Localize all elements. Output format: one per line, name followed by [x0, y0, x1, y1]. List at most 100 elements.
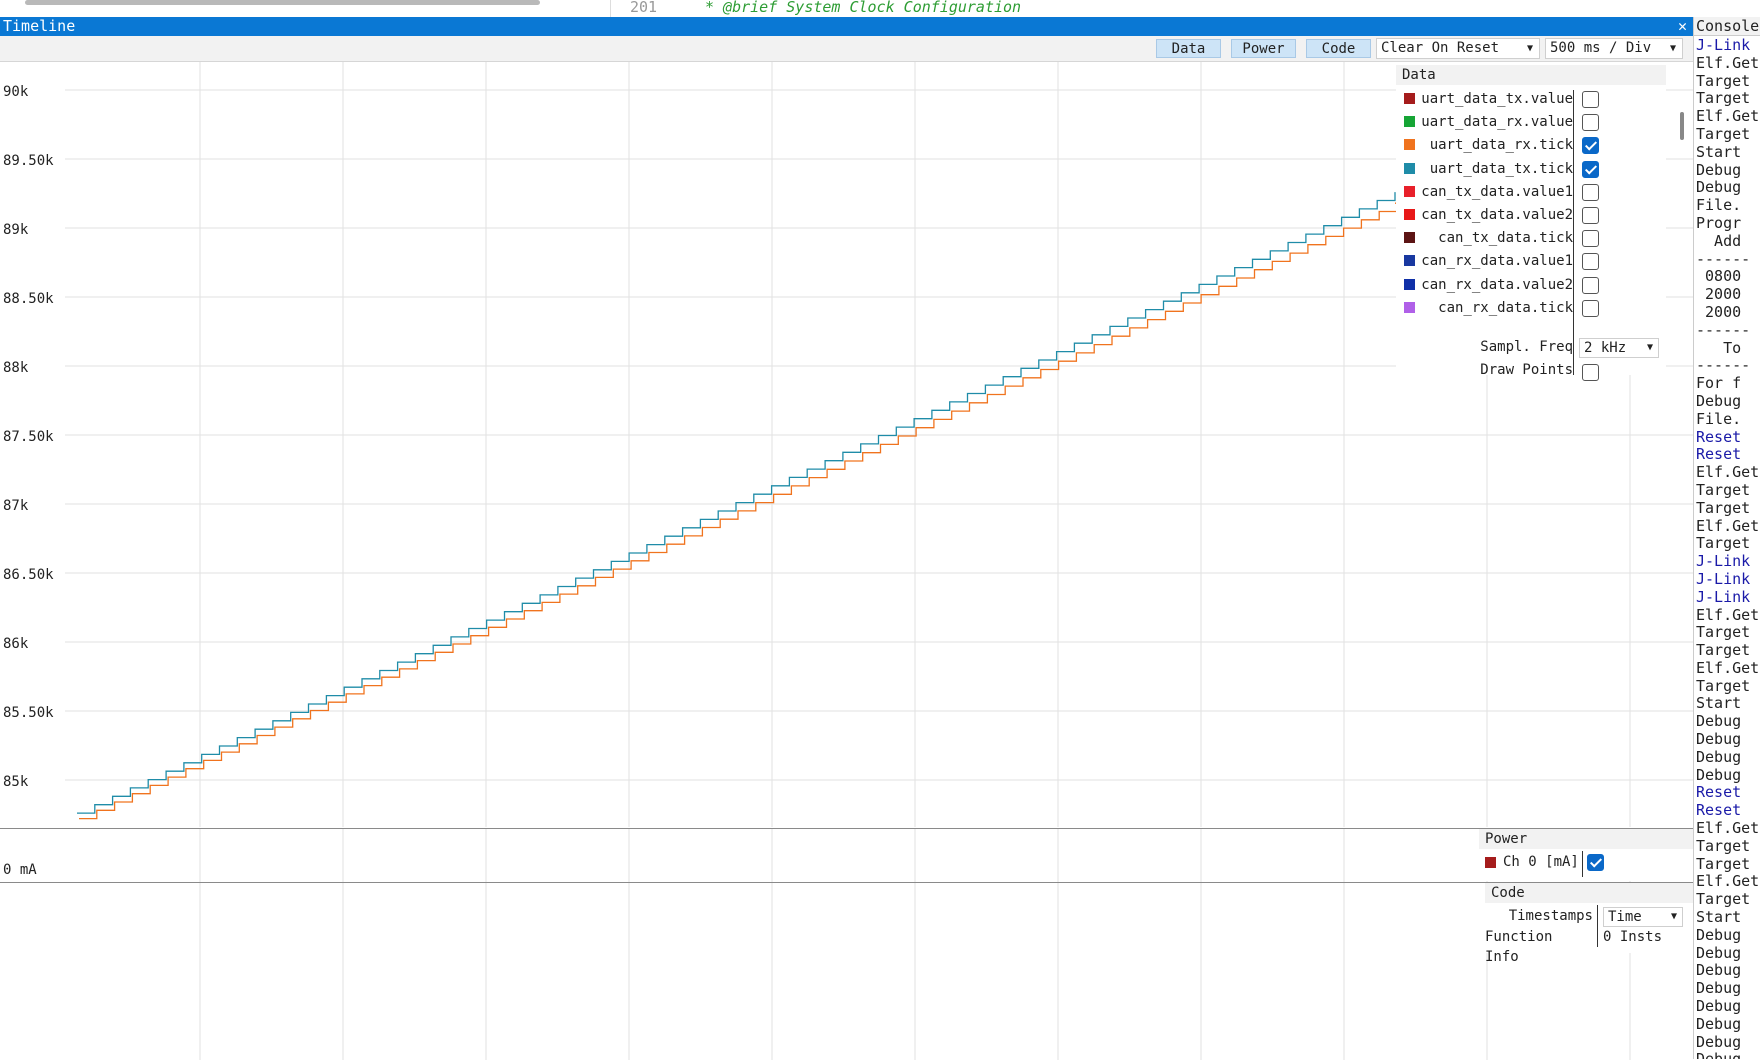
series-visibility-checkbox[interactable]: [1582, 207, 1599, 224]
console-line: J-Link: [1696, 587, 1751, 606]
sampl-freq-value: 2 kHz: [1584, 340, 1627, 356]
console-line: 2000: [1696, 285, 1742, 304]
console-line: Target: [1696, 89, 1751, 108]
series-visibility-checkbox[interactable]: [1582, 276, 1599, 294]
console-line: Reset: [1696, 801, 1742, 820]
y-tick-label: 87k: [3, 498, 29, 514]
panel-divider: [1573, 90, 1574, 375]
code-line-number: 201: [630, 0, 658, 16]
series-line: [79, 202, 1398, 820]
series-row[interactable]: can_tx_data.value1: [1396, 181, 1666, 204]
console-line: Debug: [1696, 747, 1742, 766]
close-icon[interactable]: ✕: [1677, 17, 1687, 35]
series-color-swatch: [1404, 255, 1415, 267]
data-toggle-button[interactable]: Data: [1156, 39, 1221, 58]
console-line: Start: [1696, 142, 1742, 161]
series-visibility-checkbox[interactable]: [1582, 91, 1599, 108]
y-tick-label: 85.50k: [3, 705, 54, 721]
channel-color-swatch: [1485, 857, 1496, 868]
sampl-freq-select[interactable]: 2 kHz ▼: [1579, 338, 1659, 358]
timeline-power-plot[interactable]: 0 mA: [0, 828, 1693, 882]
series-visibility-checkbox[interactable]: [1582, 253, 1599, 271]
console-line: Debug: [1696, 925, 1742, 944]
series-row[interactable]: uart_data_rx.tick: [1396, 134, 1666, 157]
series-row[interactable]: uart_data_tx.tick: [1396, 158, 1666, 181]
function-info-value: 0 Insts: [1603, 929, 1663, 945]
console-line: Debug: [1696, 961, 1742, 980]
series-row[interactable]: can_rx_data.value2: [1396, 274, 1666, 297]
console-title: Console: [1694, 17, 1760, 36]
console-line: Start: [1696, 694, 1742, 713]
console-line: Reset: [1696, 445, 1742, 464]
series-color-swatch: [1404, 209, 1415, 220]
panel-divider: [1597, 905, 1598, 947]
data-panel-title: Data: [1396, 65, 1666, 85]
series-row[interactable]: can_rx_data.tick: [1396, 297, 1666, 320]
series-visibility-checkbox[interactable]: [1582, 230, 1599, 248]
power-channel-label: Ch 0 [mA]: [1503, 854, 1579, 870]
timeline-code-plot[interactable]: [0, 882, 1693, 1060]
console-line: Debug: [1696, 1032, 1742, 1051]
series-name: can_rx_data.value1: [1421, 253, 1573, 270]
console-line: Target: [1696, 71, 1751, 90]
y-tick-label: 86k: [3, 636, 29, 652]
window-title: Timeline: [3, 17, 76, 35]
y-tick-label: 88.50k: [3, 291, 54, 307]
power-channel-checkbox[interactable]: [1587, 854, 1604, 871]
series-row[interactable]: can_tx_data.tick: [1396, 227, 1666, 250]
console-line: Debug: [1696, 1014, 1742, 1033]
console-line: 0800: [1696, 267, 1742, 286]
code-editor-strip: 201 * @brief System Clock Configuration: [0, 0, 1700, 17]
console-line: Reset: [1696, 427, 1742, 446]
code-panel-title: Code: [1485, 883, 1693, 903]
console-line: Elf.Get: [1696, 819, 1760, 838]
console-panel[interactable]: Console J-Link Elf.Get Target Target Elf.Get…: [1693, 17, 1760, 1059]
console-line: Target: [1696, 534, 1751, 553]
chevron-down-icon: ▼: [1526, 43, 1533, 54]
vertical-scrollbar[interactable]: [1680, 112, 1684, 140]
timeline-titlebar: Timeline ✕: [0, 17, 1693, 36]
console-line: Debug: [1696, 160, 1742, 179]
y-tick-label: 90k: [3, 84, 29, 100]
console-line: Debug: [1696, 730, 1742, 749]
series-row[interactable]: can_tx_data.value2: [1396, 204, 1666, 227]
data-series-panel: Data uart_data_tx.value uart_data_rx.valu…: [1396, 62, 1666, 381]
console-line: Target: [1696, 498, 1751, 517]
code-gutter: [610, 0, 611, 17]
function-info-label: Function Info: [1485, 929, 1553, 965]
timestamps-select[interactable]: Time ▼: [1603, 907, 1683, 927]
series-name: can_rx_data.value2: [1421, 276, 1573, 293]
horizontal-scrollbar[interactable]: [25, 0, 540, 5]
console-line: Target: [1696, 480, 1751, 499]
series-name: uart_data_tx.tick: [1429, 160, 1573, 177]
series-line: [77, 192, 1396, 814]
draw-points-checkbox[interactable]: [1582, 364, 1599, 381]
series-row[interactable]: uart_data_rx.value: [1396, 111, 1666, 134]
time-per-div-value: 500 ms / Div: [1550, 40, 1652, 56]
series-row[interactable]: can_rx_data.value1: [1396, 250, 1666, 273]
code-toggle-button[interactable]: Code: [1306, 39, 1371, 58]
series-visibility-checkbox[interactable]: [1582, 114, 1599, 132]
reset-mode-select[interactable]: Clear On Reset ▼: [1376, 38, 1540, 59]
series-visibility-checkbox[interactable]: [1582, 137, 1599, 155]
console-line: Elf.Get: [1696, 463, 1760, 482]
console-line: Start: [1696, 908, 1742, 927]
console-line: ------: [1696, 249, 1751, 268]
chevron-down-icon: ▼: [1670, 911, 1677, 922]
power-toggle-button[interactable]: Power: [1231, 39, 1296, 58]
console-log: J-Link Elf.Get Target Target Elf.Get Target St…: [1696, 36, 1760, 1059]
series-visibility-checkbox[interactable]: [1582, 299, 1599, 317]
console-line: Target: [1696, 676, 1751, 695]
console-line: Elf.Get: [1696, 658, 1760, 677]
console-line: Target: [1696, 836, 1751, 855]
time-per-div-select[interactable]: 500 ms / Div ▼: [1545, 38, 1683, 59]
console-line: Debug: [1696, 1051, 1759, 1059]
console-line: 2000: [1696, 302, 1742, 321]
console-line: Debug: [1696, 979, 1742, 998]
power-panel-title: Power: [1479, 829, 1693, 849]
console-line: Target: [1696, 890, 1751, 909]
series-visibility-checkbox[interactable]: [1582, 183, 1599, 201]
series-row[interactable]: uart_data_tx.value: [1396, 88, 1666, 111]
power-axis-label: 0 mA: [3, 862, 37, 878]
series-visibility-checkbox[interactable]: [1582, 160, 1599, 178]
